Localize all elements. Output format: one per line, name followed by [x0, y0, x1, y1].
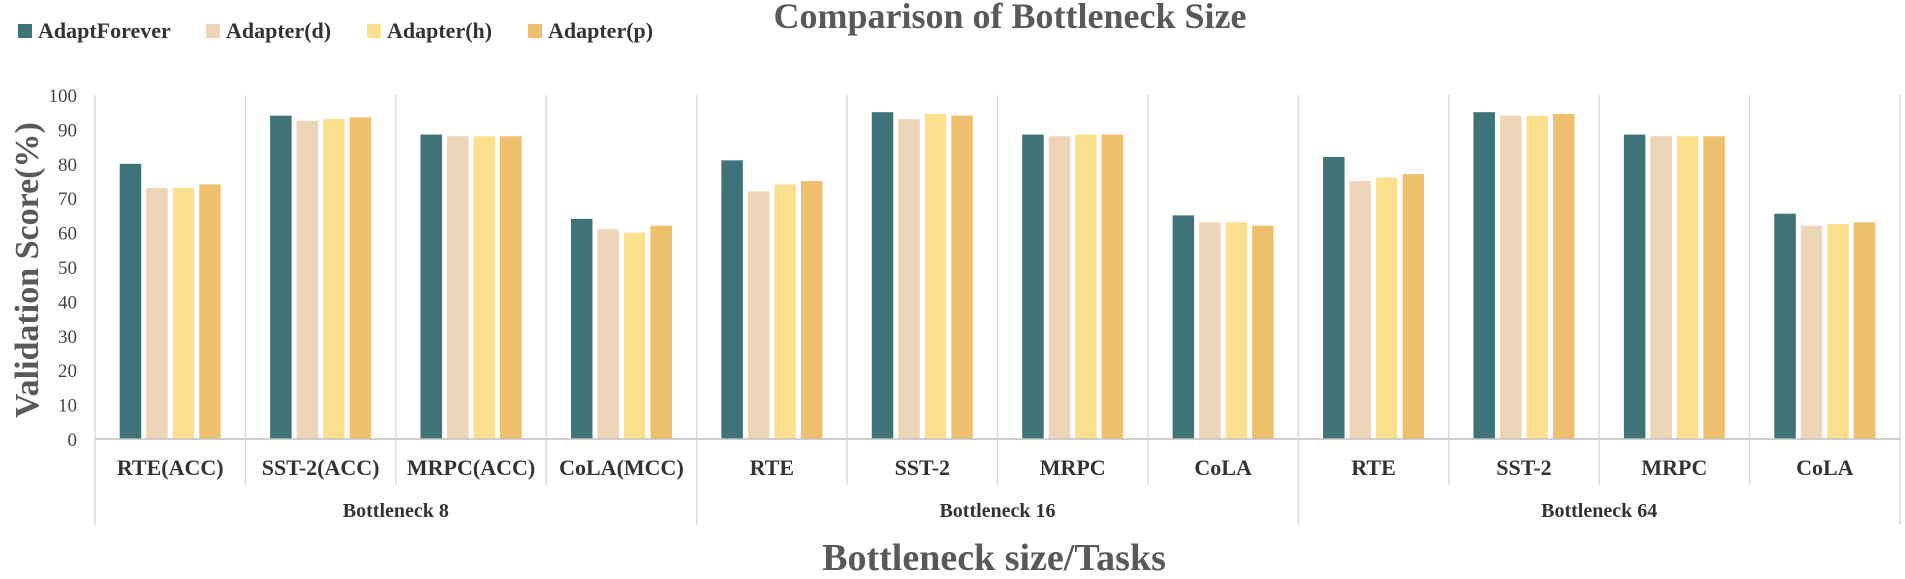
legend-swatch: [367, 24, 381, 38]
x-category-label: SST-2(ACC): [262, 455, 380, 480]
y-tick-label: 0: [68, 430, 78, 451]
bar: [146, 187, 168, 439]
bar: [1075, 134, 1097, 439]
bar: [1199, 222, 1221, 439]
bar: [570, 218, 593, 439]
bar: [1225, 222, 1248, 439]
y-axis-ticks: 0 10 20 30 40 50 60 70 80 90 100: [49, 86, 78, 451]
bar: [1676, 136, 1699, 439]
x-category-label: CoLA: [1194, 455, 1252, 480]
x-group-label: Bottleneck 16: [939, 500, 1055, 522]
y-tick-label: 10: [58, 396, 77, 417]
bar: [597, 229, 619, 439]
bar: [447, 136, 469, 439]
bar: [871, 112, 894, 439]
y-tick-label: 80: [58, 155, 77, 176]
legend: AdaptForever Adapter(d) Adapter(h) Adapter(…: [18, 18, 653, 43]
y-tick-label: 100: [49, 86, 78, 107]
x-category-label: SST-2: [1496, 455, 1551, 480]
y-axis-title: Validation Score(%): [9, 122, 46, 418]
bar: [199, 184, 221, 439]
chart-title: Comparison of Bottleneck Size: [774, 0, 1247, 36]
x-category-label: RTE(ACC): [117, 455, 224, 480]
bar: [898, 119, 920, 439]
bar: [119, 163, 142, 440]
bar: [1650, 136, 1672, 439]
bar: [1323, 156, 1345, 440]
bar: [1623, 134, 1646, 439]
bar: [800, 181, 823, 439]
bar: [721, 160, 743, 440]
bar: [420, 134, 443, 439]
bar: [323, 119, 345, 439]
y-tick-label: 30: [58, 327, 77, 348]
x-group-label: Bottleneck 8: [343, 500, 449, 522]
bar: [924, 113, 947, 440]
bar: [1526, 115, 1548, 439]
bar: [172, 187, 195, 439]
x-axis: RTE(ACC) SST-2(ACC) MRPC(ACC) CoLA(MCC) RTE S…: [94, 438, 1901, 525]
bar: [623, 232, 646, 439]
legend-label: Adapter(p): [548, 18, 653, 43]
x-category-label: MRPC: [1641, 455, 1707, 480]
x-group-label: Bottleneck 64: [1541, 500, 1657, 522]
bar: [1774, 213, 1796, 439]
legend-item: Adapter(d): [206, 18, 331, 43]
bar: [747, 191, 770, 439]
legend-label: Adapter(d): [226, 18, 331, 43]
bar: [951, 115, 973, 439]
legend-item: Adapter(h): [367, 18, 492, 43]
bar: [1376, 177, 1398, 439]
bar: [1252, 225, 1274, 439]
y-tick-label: 70: [58, 189, 77, 210]
legend-label: Adapter(h): [387, 18, 492, 43]
bar: [1101, 134, 1124, 439]
legend-item: AdaptForever: [18, 18, 171, 43]
legend-swatch: [206, 24, 220, 38]
x-category-label: CoLA(MCC): [559, 455, 684, 480]
bar: [774, 184, 796, 439]
bar: [296, 120, 319, 440]
x-category-label: CoLA: [1796, 455, 1854, 480]
legend-swatch: [528, 24, 542, 38]
bar: [473, 136, 496, 439]
x-category-label: MRPC(ACC): [407, 455, 535, 480]
y-tick-label: 40: [58, 292, 77, 313]
bar: [1349, 181, 1372, 439]
x-category-label: RTE: [1351, 455, 1395, 480]
y-tick-label: 90: [58, 120, 77, 141]
bar: [1703, 136, 1725, 439]
x-category-label: RTE: [750, 455, 794, 480]
x-axis-title: Bottleneck size/Tasks: [822, 537, 1166, 579]
y-tick-label: 60: [58, 224, 77, 245]
y-tick-label: 50: [58, 258, 77, 279]
bar: [1800, 225, 1823, 439]
bar: [270, 115, 292, 439]
legend-label: AdaptForever: [38, 18, 171, 43]
bar: [349, 117, 372, 440]
bar: [1853, 222, 1876, 439]
bar: [1402, 174, 1425, 439]
y-tick-label: 20: [58, 361, 77, 382]
bar: [1473, 112, 1495, 439]
bar: [1827, 224, 1849, 439]
bar: [500, 136, 522, 439]
legend-swatch: [18, 24, 32, 38]
legend-item: Adapter(p): [528, 18, 653, 43]
bar: [1022, 134, 1044, 439]
bar: [1552, 113, 1575, 440]
plot-area: [94, 95, 1901, 440]
bar: [650, 225, 672, 439]
bar: [1499, 115, 1522, 439]
x-category-label: MRPC: [1040, 455, 1106, 480]
bar: [1048, 136, 1071, 439]
bar: [1172, 215, 1195, 439]
x-category-label: SST-2: [895, 455, 950, 480]
